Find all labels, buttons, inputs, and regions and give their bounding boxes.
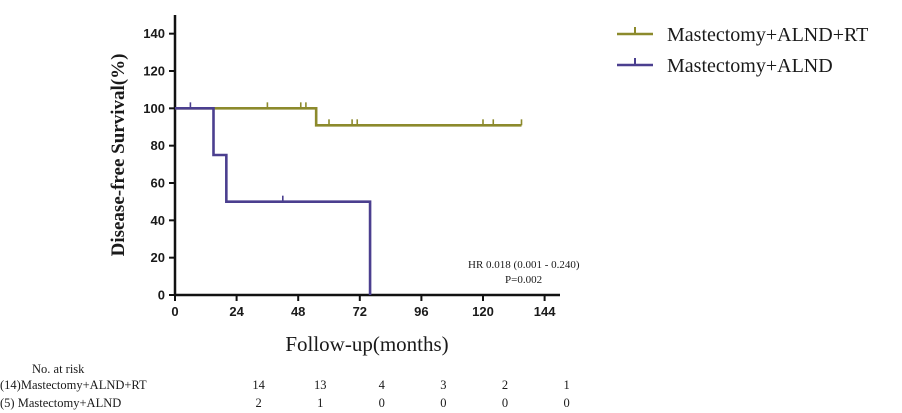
x-tick-label: 72 (353, 304, 367, 319)
p-value-annotation: P=0.002 (505, 274, 542, 286)
risk-table-title: No. at risk (32, 362, 85, 376)
survival-curve-2 (175, 107, 372, 295)
risk-count: 2 (255, 396, 261, 410)
number-at-risk-table: No. at risk (14)Mastectomy+ALND+RT 14 13 4 3 2… (0, 362, 570, 410)
y-tick-label: 20 (151, 250, 165, 265)
x-tick-label: 120 (472, 304, 494, 319)
x-tick-label: 48 (291, 304, 305, 319)
y-tick-label: 120 (143, 64, 165, 79)
x-axis-title: Follow-up(months) (285, 332, 448, 356)
x-tick-label: 24 (229, 304, 244, 319)
risk-row-label: (14)Mastectomy+ALND+RT (0, 378, 147, 392)
survival-curve-1 (175, 107, 522, 127)
x-tick-label: 96 (414, 304, 428, 319)
chart-axes: 0 20 40 60 80 100 120 140 0 24 48 72 96 120 144 (143, 15, 560, 319)
x-tick-label: 144 (534, 304, 556, 319)
risk-count: 0 (379, 396, 385, 410)
y-tick-label: 100 (143, 101, 165, 116)
legend-label: Mastectomy+ALND+RT (667, 24, 868, 46)
risk-count: 0 (502, 396, 508, 410)
y-axis-title: Disease-free Survival(%) (108, 54, 129, 257)
risk-count: 0 (563, 396, 569, 410)
y-tick-label: 140 (143, 26, 165, 41)
y-tick-label: 60 (151, 176, 165, 191)
risk-row-label: (5) Mastectomy+ALND (0, 396, 121, 410)
risk-count: 13 (314, 378, 327, 392)
y-tick-label: 80 (151, 138, 165, 153)
risk-count: 4 (379, 378, 386, 392)
risk-count: 2 (502, 378, 508, 392)
y-tick-label: 40 (151, 213, 165, 228)
hazard-ratio-annotation: HR 0.018 (0.001 - 0.240) (468, 259, 580, 271)
risk-count: 3 (440, 378, 446, 392)
y-tick-label: 0 (158, 288, 165, 303)
chart-series (175, 102, 523, 295)
risk-count: 14 (252, 378, 265, 392)
risk-count: 0 (440, 396, 446, 410)
legend-label: Mastectomy+ALND (667, 55, 833, 77)
risk-count: 1 (317, 396, 323, 410)
chart-legend: Mastectomy+ALND+RT Mastectomy+ALND (617, 24, 868, 77)
x-tick-label: 0 (171, 304, 178, 319)
risk-count: 1 (563, 378, 569, 392)
